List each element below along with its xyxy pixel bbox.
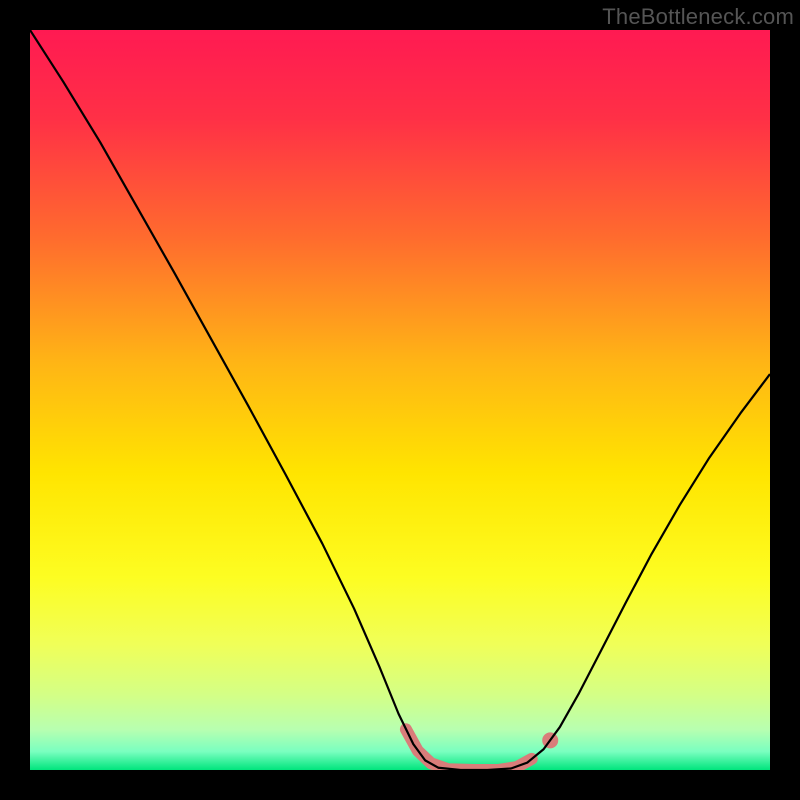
chart-container: TheBottleneck.com <box>0 0 800 800</box>
gradient-background <box>30 30 770 770</box>
plot-area <box>30 30 770 770</box>
watermark-label: TheBottleneck.com <box>602 4 794 30</box>
bottleneck-curve-chart <box>30 30 770 770</box>
